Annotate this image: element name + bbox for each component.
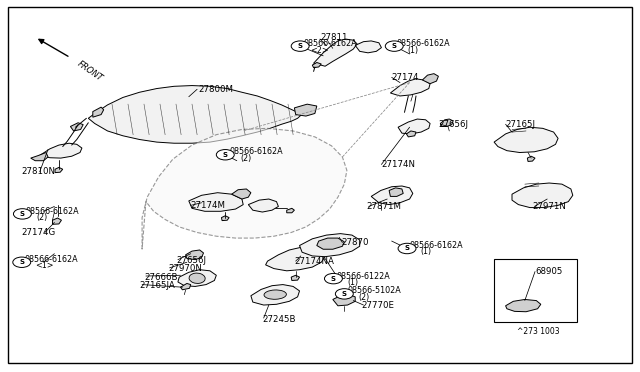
Text: 27174M: 27174M <box>191 201 226 210</box>
Text: 08566-6162A: 08566-6162A <box>397 39 451 48</box>
Text: 27165J: 27165J <box>506 120 536 129</box>
Polygon shape <box>178 270 216 286</box>
Polygon shape <box>398 119 430 134</box>
Text: (2): (2) <box>358 293 370 302</box>
Polygon shape <box>314 39 357 66</box>
Text: <2>: <2> <box>310 46 328 55</box>
Text: 27800M: 27800M <box>198 85 234 94</box>
Text: S: S <box>298 43 303 49</box>
Text: 08566-6162A: 08566-6162A <box>24 255 78 264</box>
Polygon shape <box>312 62 321 68</box>
Polygon shape <box>440 119 453 126</box>
Text: (1): (1) <box>348 278 358 287</box>
Text: 27245B: 27245B <box>262 315 296 324</box>
Text: <1>: <1> <box>35 262 54 270</box>
Polygon shape <box>40 143 82 158</box>
Polygon shape <box>317 238 344 249</box>
Text: S: S <box>404 246 410 251</box>
Polygon shape <box>52 218 61 224</box>
Circle shape <box>324 273 342 284</box>
Ellipse shape <box>264 290 286 299</box>
Text: 27811: 27811 <box>320 33 348 42</box>
Polygon shape <box>389 188 403 196</box>
Text: 27870: 27870 <box>341 238 369 247</box>
Text: (2): (2) <box>36 213 48 222</box>
Polygon shape <box>248 199 278 212</box>
Polygon shape <box>31 153 48 161</box>
Text: 08566-6162A: 08566-6162A <box>26 207 79 216</box>
Polygon shape <box>422 74 438 84</box>
Polygon shape <box>88 86 301 143</box>
Circle shape <box>13 209 31 219</box>
Text: S: S <box>20 211 25 217</box>
Text: 08566-6162A: 08566-6162A <box>229 147 283 156</box>
Text: 27174G: 27174G <box>21 228 56 237</box>
Text: 27970N: 27970N <box>168 264 202 273</box>
Text: S: S <box>223 152 228 158</box>
Circle shape <box>291 41 309 51</box>
Text: (1): (1) <box>408 46 419 55</box>
Text: S: S <box>19 259 24 265</box>
Polygon shape <box>186 250 204 260</box>
Polygon shape <box>221 216 229 221</box>
Text: ^273 1003: ^273 1003 <box>517 327 560 336</box>
Text: 27656J: 27656J <box>438 120 468 129</box>
Text: (1): (1) <box>420 247 431 256</box>
Text: 27971N: 27971N <box>532 202 566 211</box>
Circle shape <box>385 41 403 51</box>
Polygon shape <box>55 167 63 173</box>
Text: 27165JA: 27165JA <box>140 281 175 290</box>
Circle shape <box>398 243 416 254</box>
Polygon shape <box>251 285 300 305</box>
Polygon shape <box>494 127 558 153</box>
Polygon shape <box>406 131 416 137</box>
Polygon shape <box>294 104 317 116</box>
Text: 27174: 27174 <box>392 73 419 82</box>
Text: 08566-6162A: 08566-6162A <box>303 39 357 48</box>
Text: 08566-6162A: 08566-6162A <box>410 241 463 250</box>
Text: S: S <box>392 43 397 49</box>
Polygon shape <box>355 41 381 53</box>
Circle shape <box>216 150 234 160</box>
Polygon shape <box>287 208 294 213</box>
Text: S: S <box>342 291 347 297</box>
Text: 27871M: 27871M <box>367 202 402 211</box>
Text: 68905: 68905 <box>535 267 563 276</box>
Text: 27810N: 27810N <box>21 167 55 176</box>
Text: 27174NA: 27174NA <box>294 257 334 266</box>
Ellipse shape <box>189 273 205 283</box>
Polygon shape <box>506 299 541 312</box>
Polygon shape <box>390 79 430 96</box>
Polygon shape <box>512 183 573 208</box>
Circle shape <box>335 289 353 299</box>
Polygon shape <box>371 186 413 205</box>
Polygon shape <box>527 156 535 161</box>
Polygon shape <box>93 107 104 117</box>
Text: S: S <box>331 276 336 282</box>
Text: 27770E: 27770E <box>362 301 395 310</box>
Polygon shape <box>70 123 83 131</box>
Text: 27666B: 27666B <box>144 273 177 282</box>
Polygon shape <box>189 193 243 211</box>
Circle shape <box>13 257 31 267</box>
Text: 27656J: 27656J <box>177 256 207 265</box>
Text: 27174N: 27174N <box>381 160 415 169</box>
Polygon shape <box>142 128 347 249</box>
Polygon shape <box>333 295 355 306</box>
Polygon shape <box>266 247 325 271</box>
Polygon shape <box>291 275 300 280</box>
Polygon shape <box>232 189 251 199</box>
Bar <box>494 259 577 322</box>
Text: (2): (2) <box>240 154 252 163</box>
Text: 08566-5102A: 08566-5102A <box>348 286 401 295</box>
Polygon shape <box>180 283 191 290</box>
Polygon shape <box>300 234 360 257</box>
Text: 08566-6122A: 08566-6122A <box>337 272 390 280</box>
Text: FRONT: FRONT <box>76 60 104 83</box>
